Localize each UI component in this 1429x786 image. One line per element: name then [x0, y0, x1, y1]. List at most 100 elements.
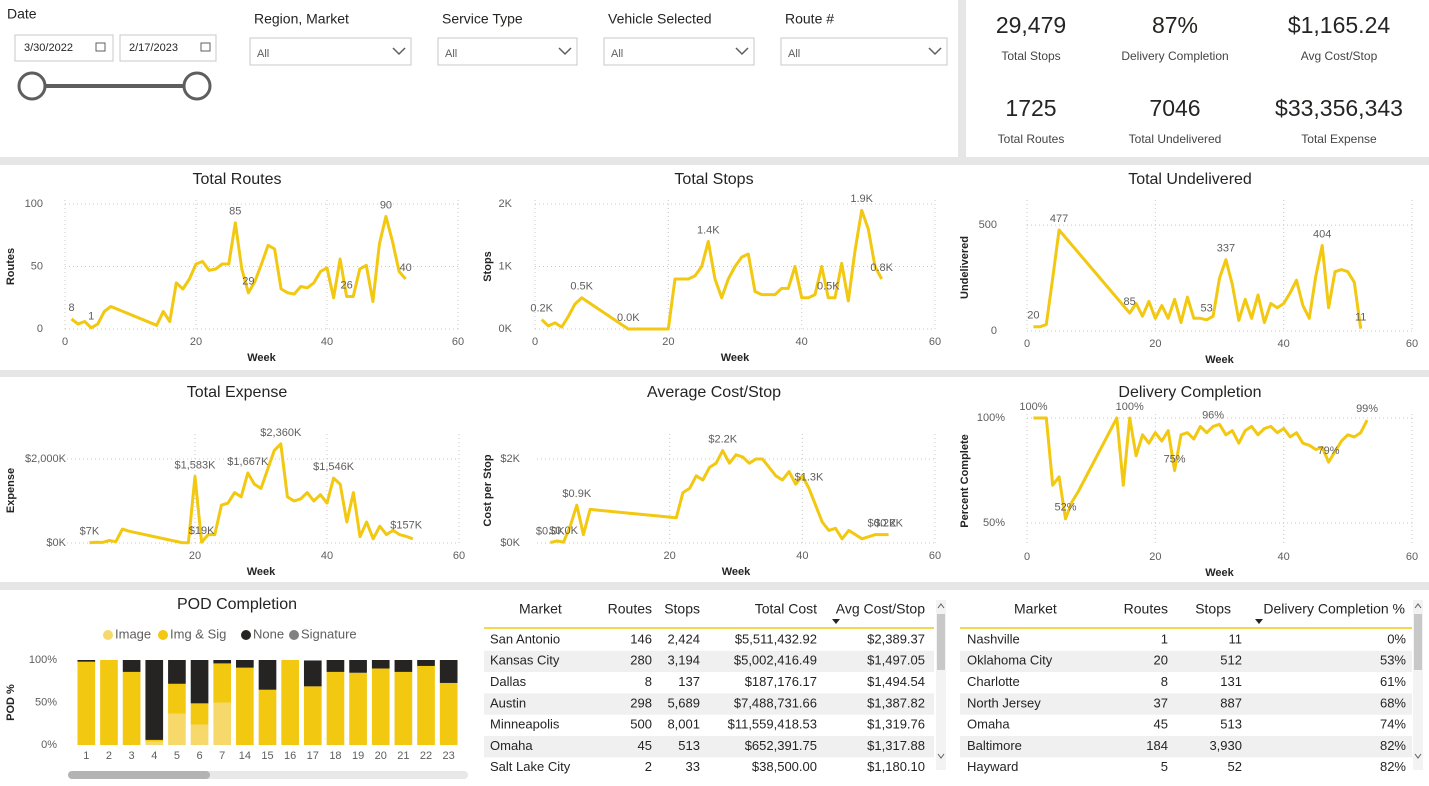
dropdown-box[interactable]: [437, 37, 578, 66]
bar-segment: [190, 703, 209, 725]
table-cell: $1,494.54: [867, 674, 925, 689]
date-start-box[interactable]: [14, 34, 114, 62]
dropdown-value[interactable]: All: [788, 48, 800, 60]
table-cell: 20: [1154, 653, 1168, 668]
y-axis-title: Cost per Stop: [482, 454, 494, 526]
table-cell: 11: [1229, 631, 1243, 646]
table-cell: 887: [1220, 695, 1242, 710]
x-tick-label: 20: [1149, 338, 1161, 350]
date-start[interactable]: 3/30/2022: [24, 42, 73, 54]
y-tick-label: 100%: [29, 654, 57, 666]
y-tick-label: 100: [25, 198, 43, 210]
scrollbar-track: [936, 600, 946, 770]
x-tick-label: 20: [189, 550, 201, 562]
bar-segment: [190, 724, 209, 745]
row-panel: [0, 165, 1429, 370]
table-cell: 82%: [1380, 738, 1406, 753]
dropdown-box[interactable]: [603, 37, 755, 66]
bar-segment: [168, 713, 186, 745]
legend-label: Signature: [301, 626, 357, 641]
dropdown-value[interactable]: All: [445, 48, 457, 60]
column-header[interactable]: Avg Cost/Stop: [836, 601, 925, 617]
x-tick-label: 18: [329, 750, 341, 762]
x-tick-label: 2: [106, 750, 112, 762]
table-cell: Nashville: [967, 631, 1020, 646]
data-label: 40: [399, 262, 411, 274]
table-cell: 512: [1220, 653, 1242, 668]
data-label: 96%: [1202, 409, 1224, 421]
x-tick-label: 60: [929, 336, 941, 348]
dropdown-value[interactable]: All: [611, 48, 623, 60]
x-tick-label: 40: [1278, 338, 1290, 350]
bar-segment: [303, 660, 322, 661]
table-cell: 513: [1220, 717, 1242, 732]
column-header[interactable]: Routes: [608, 601, 652, 617]
table-cell: 513: [678, 738, 700, 753]
scrollbar-thumb[interactable]: [937, 614, 945, 670]
date-end-box[interactable]: [119, 34, 217, 62]
scrollbar-thumb[interactable]: [1414, 614, 1422, 670]
column-header[interactable]: Delivery Completion %: [1263, 601, 1405, 617]
bar-segment: [190, 660, 209, 704]
bar-segment: [303, 660, 322, 687]
bar-segment: [168, 683, 186, 714]
table-cell: Oklahoma City: [967, 653, 1053, 668]
column-header[interactable]: Total Cost: [755, 601, 817, 617]
x-tick-label: 60: [929, 550, 941, 562]
chevron: [735, 47, 749, 56]
y-tick-label: $2,000K: [25, 453, 67, 465]
bar-segment: [145, 739, 164, 742]
bar-segment: [77, 660, 96, 662]
x-tick-label: 19: [352, 750, 364, 762]
dropdown-box[interactable]: [780, 37, 948, 66]
data-label: $7K: [80, 526, 100, 538]
filter-label: Route #: [785, 11, 834, 27]
sort-arrow: [832, 619, 840, 624]
data-label: 1.9K: [850, 193, 873, 205]
table-cell: 298: [630, 695, 652, 710]
x-axis-title: Week: [721, 352, 750, 364]
filter-label: Vehicle Selected: [608, 11, 712, 27]
table-cell: 280: [630, 653, 652, 668]
table-cell: $2,389.37: [867, 631, 925, 646]
x-tick-label: 6: [196, 750, 202, 762]
table-cell: Dallas: [490, 674, 527, 689]
table-cell: 2: [645, 759, 652, 774]
table-cell: 82%: [1380, 759, 1406, 774]
table-cell: $11,559,418.53: [728, 717, 817, 732]
x-tick-label: 20: [190, 336, 202, 348]
kpi-value: 29,479: [996, 12, 1066, 38]
column-header[interactable]: Market: [519, 601, 562, 617]
dropdown-value[interactable]: All: [257, 48, 269, 60]
y-tick-label: 1K: [499, 260, 513, 272]
bar-segment: [258, 689, 277, 745]
slider-handle[interactable]: [182, 71, 212, 101]
x-tick-label: 40: [796, 550, 808, 562]
table-cell: 53%: [1380, 653, 1406, 668]
kpi-value: $33,356,343: [1275, 95, 1403, 121]
data-label: 90: [380, 199, 392, 211]
column-header[interactable]: Market: [1014, 601, 1057, 617]
bar-segment: [213, 660, 232, 664]
table-cell: $5,002,416.49: [734, 653, 817, 668]
slider-handle[interactable]: [17, 71, 47, 101]
column-header[interactable]: Routes: [1124, 601, 1168, 617]
column-header[interactable]: Stops: [1195, 601, 1231, 617]
row-band: [484, 736, 934, 758]
date-end[interactable]: 2/17/2023: [129, 42, 178, 54]
table-cell: Hayward: [967, 759, 1018, 774]
column-header[interactable]: Stops: [664, 601, 700, 617]
bar-segment: [394, 671, 413, 745]
bar-segment: [122, 671, 141, 745]
y-tick-label: 500: [979, 219, 997, 231]
dropdown-box[interactable]: [249, 37, 412, 66]
x-tick-label: 23: [443, 750, 455, 762]
chevron: [928, 47, 942, 56]
legend-label: Image: [115, 626, 151, 641]
bar-segment: [145, 741, 164, 745]
y-tick-label: 0%: [41, 739, 57, 751]
x-tick-label: 15: [261, 750, 273, 762]
scrollbar-thumb[interactable]: [68, 771, 210, 779]
table-cell: 33: [686, 759, 700, 774]
table-cell: 37: [1154, 695, 1168, 710]
